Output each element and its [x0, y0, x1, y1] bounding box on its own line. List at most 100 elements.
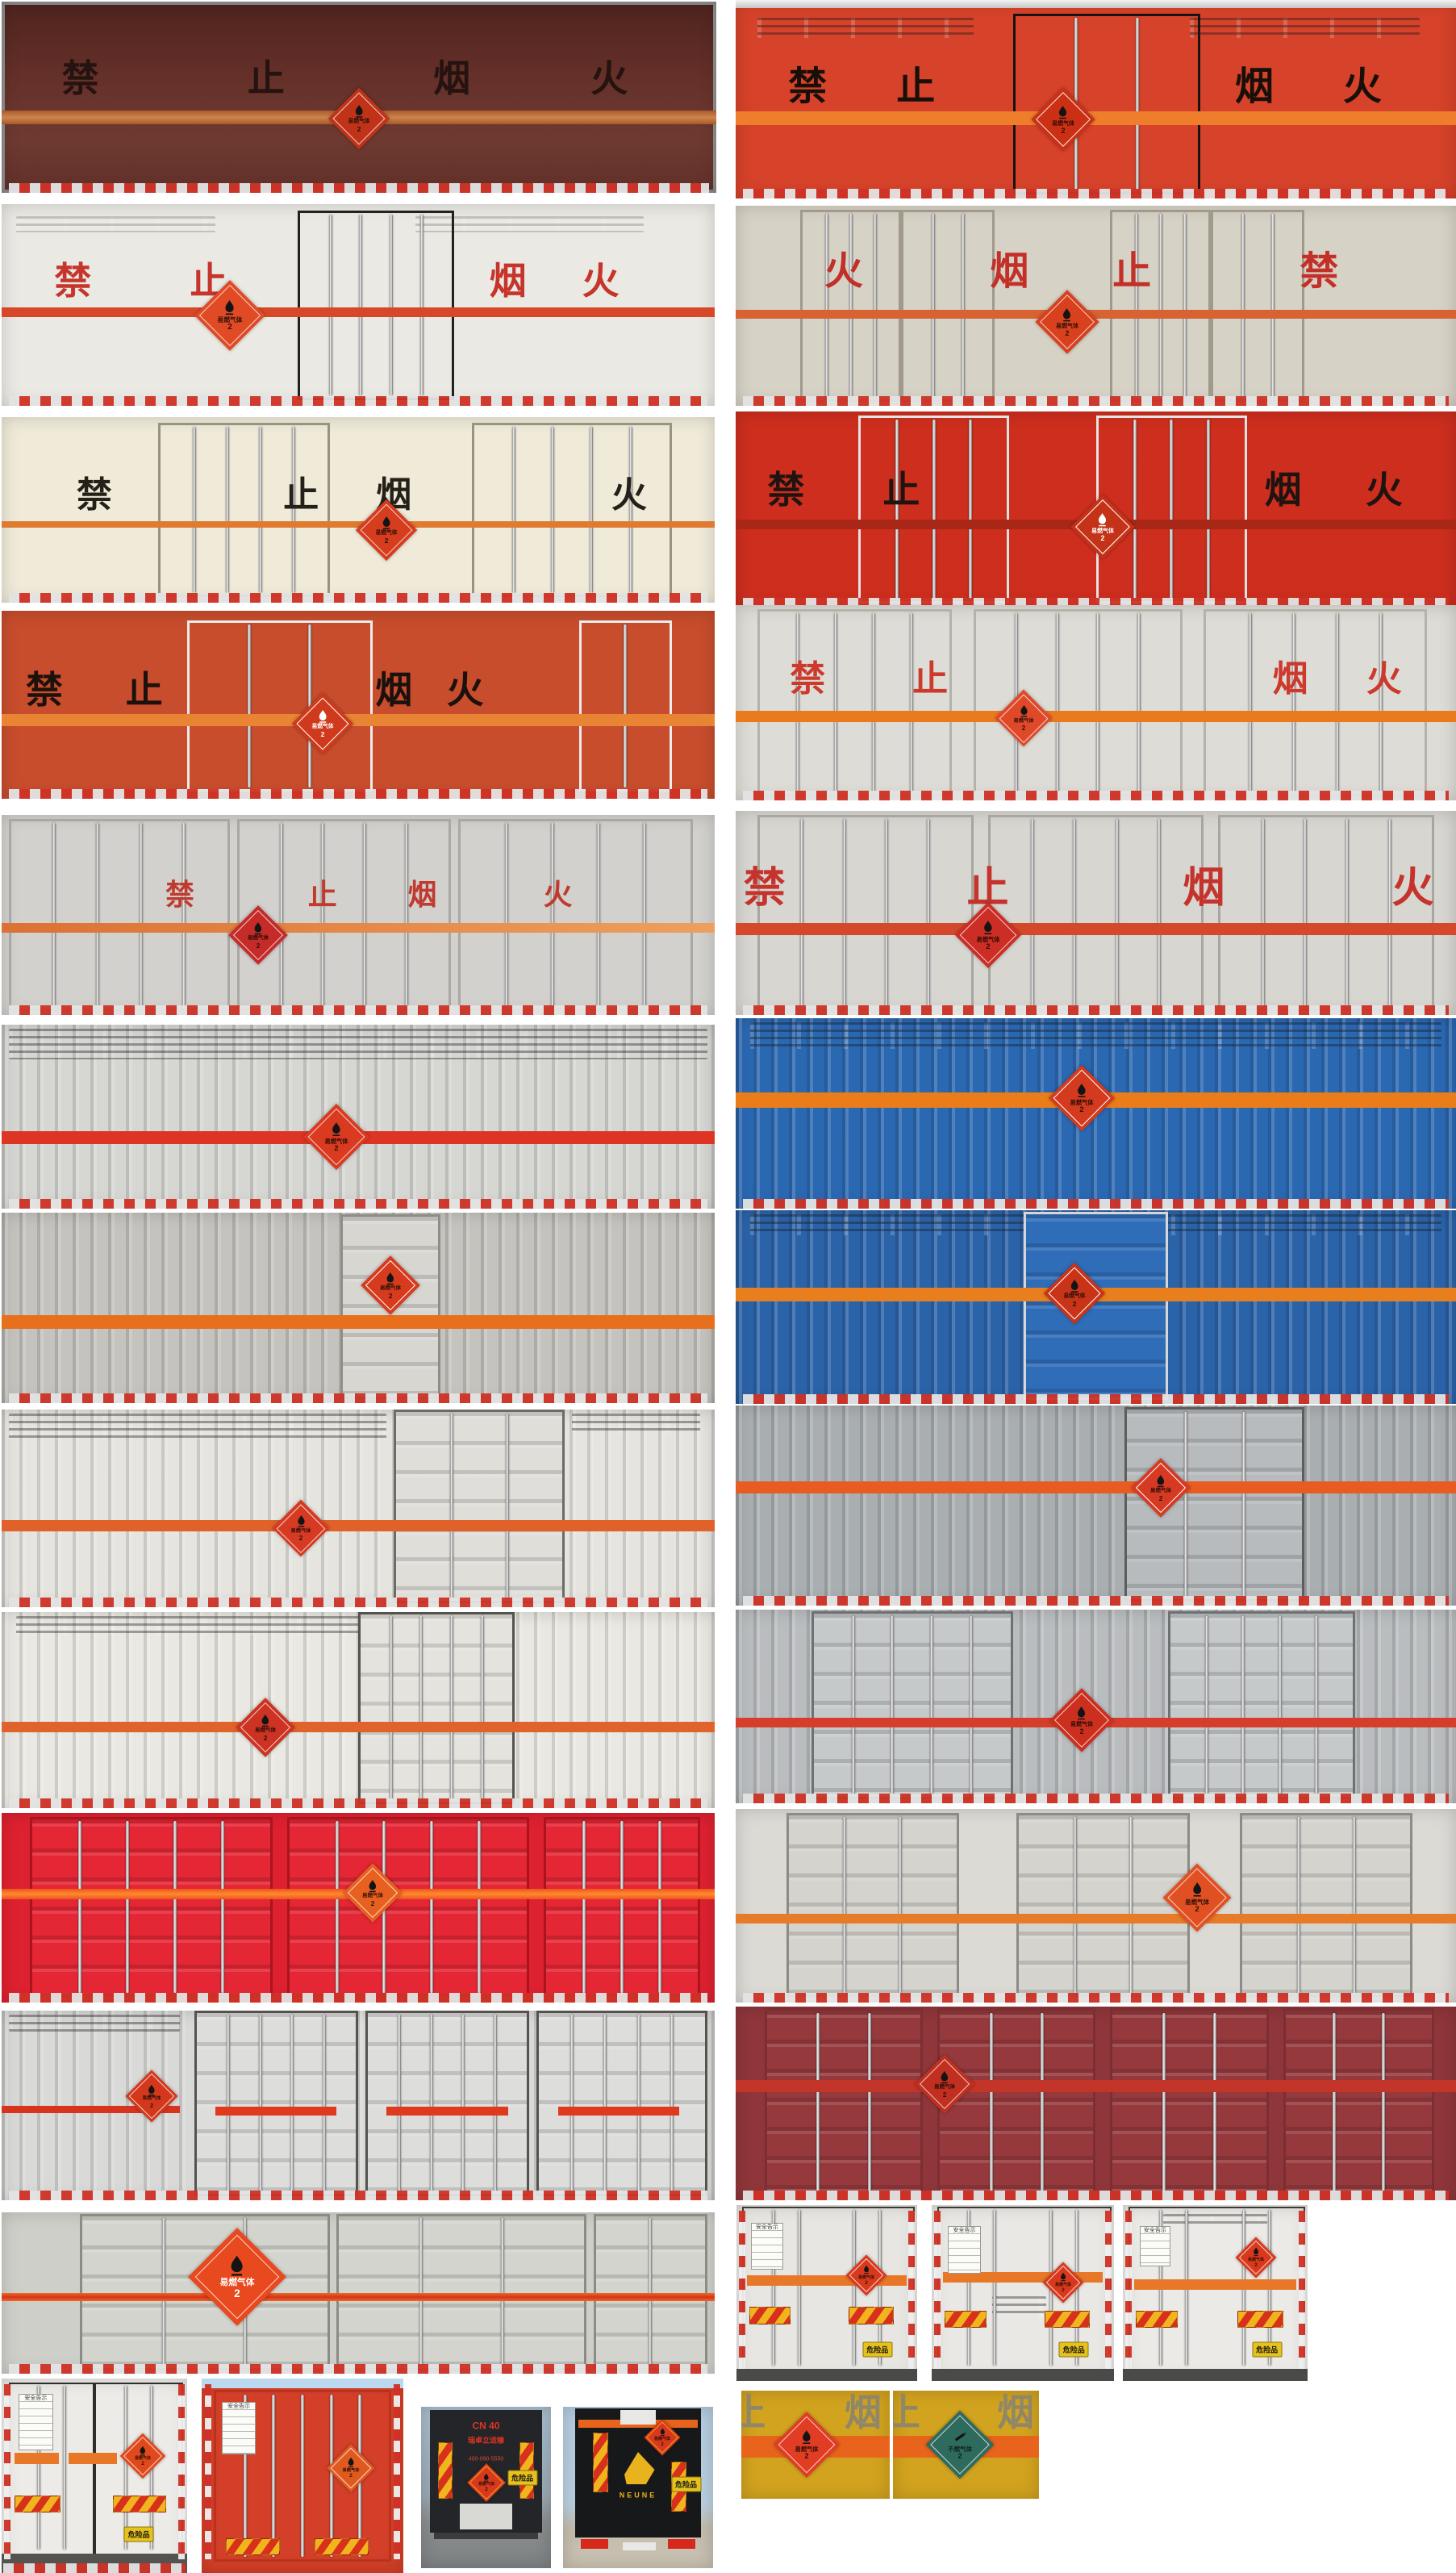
- container-panel-bright-red[interactable]: 易燃气体 2: [2, 1813, 715, 2003]
- truck-rear-white-3[interactable]: 易燃气体 2 安全告示 危险品: [1123, 2205, 1308, 2381]
- yellow-panel-flammable-gas[interactable]: 止 烟易燃气体 2: [741, 2391, 890, 2499]
- truck-panel-cream-black-text[interactable]: 禁止烟火易燃气体 2: [2, 417, 715, 603]
- reflective-tape-strip: [8, 1005, 708, 1015]
- warning-chevron-panel: [113, 2495, 167, 2512]
- truck-panel-red-black-text[interactable]: 禁 止 烟 火易燃气体 2: [736, 411, 1456, 608]
- door-lock-rod: [551, 426, 555, 593]
- door-lock-rod: [493, 2015, 497, 2193]
- hazmat-placard: 易燃气体 2: [228, 905, 289, 965]
- reflective-tape-strip: [742, 189, 1450, 198]
- truck-rear-white-small[interactable]: 易燃气体 2 安全告示 危险品: [2, 2379, 187, 2573]
- placard-content: 易燃气体 2: [1241, 2243, 1270, 2272]
- container-panel-big-placard[interactable]: 易燃气体 2: [2, 2212, 715, 2374]
- cargo-door: [1016, 1812, 1190, 1997]
- safety-notice-title: 安全告示: [755, 2224, 778, 2230]
- truck-panel-dark-maroon[interactable]: 禁 止 烟 火易燃气体 2: [2, 2, 716, 193]
- truck-panel-gray-small-text[interactable]: 禁 止 烟 火易燃气体 2: [2, 815, 715, 1015]
- panel-text-char: 烟: [990, 249, 1029, 293]
- door-lock-rod: [1137, 613, 1141, 792]
- hazard-stripe: [2, 520, 715, 528]
- door-lock-rod: [825, 214, 829, 398]
- warning-chevron-panel: [944, 2310, 987, 2329]
- reflective-tape-strip: [742, 1794, 1450, 1803]
- safety-notice-title: 安全告示: [1143, 2228, 1166, 2234]
- door-lock-rod: [853, 2210, 857, 2366]
- door-lock-rod: [1129, 1817, 1133, 1993]
- reflective-tape-strip: [742, 396, 1450, 406]
- panel-text-char: 禁: [767, 469, 805, 512]
- truck-rear-red-small[interactable]: 易燃气体 2 安全告示: [202, 2379, 403, 2573]
- placard-label: 易燃气体: [217, 315, 243, 324]
- door-lock-rod: [405, 823, 409, 1007]
- container-panel-gray-two-doors[interactable]: 易燃气体 2: [736, 1610, 1456, 1803]
- door-rib-texture: [788, 1815, 957, 1994]
- placard-content: 易燃气体 2: [783, 2421, 830, 2468]
- door-lock-rod: [500, 2217, 504, 2367]
- placard-class-number: 2: [1079, 1727, 1084, 1736]
- cargo-door: [757, 608, 952, 797]
- cargo-door: [1211, 209, 1305, 403]
- flame-icon: [483, 2473, 489, 2482]
- container-panel-gray-side-door[interactable]: 易燃气体 2: [2, 1213, 715, 1403]
- placard-content: 易燃气体 2: [301, 702, 344, 746]
- warning-chevron-panel: [593, 2433, 608, 2492]
- placard-label: 易燃气体: [142, 2096, 161, 2101]
- container-panel-blue-vents[interactable]: 易燃气体 2: [736, 1018, 1456, 1209]
- truck-panel-beige-reversed-text[interactable]: 火 烟 止 禁易燃气体 2: [736, 206, 1456, 406]
- cargo-door: [13, 2384, 91, 2551]
- warning-chevron-panel: [1237, 2310, 1283, 2329]
- cargo-door: [828, 2208, 906, 2366]
- hazmat-placard: 易燃气体 2: [845, 2254, 887, 2296]
- container-panel-white-right-door[interactable]: 易燃气体 2: [2, 1410, 715, 1607]
- container-panel-maroon[interactable]: 易燃气体 2: [736, 2007, 1456, 2200]
- door-lock-rod: [551, 823, 555, 1007]
- truck-rear-white-2[interactable]: 易燃气体 2 安全告示 危险品: [932, 2205, 1114, 2381]
- cargo-door: [593, 2214, 708, 2370]
- truck-panel-gray-wide-text[interactable]: 禁止烟火易燃气体 2: [736, 811, 1456, 1015]
- louver-vents: [572, 1413, 701, 1434]
- container-panel-white-center-doors[interactable]: 易燃气体 2: [2, 1612, 715, 1808]
- container-panel-gray-vents[interactable]: 易燃气体 2: [2, 1025, 715, 1209]
- truck-panel-white-red-text[interactable]: 禁止烟火易燃气体 2: [2, 204, 715, 406]
- placard-label: 易燃气体: [1070, 1721, 1093, 1727]
- panel-text-char: 烟: [1183, 865, 1225, 913]
- yellow-panel-non-flammable-gas[interactable]: 止 烟不燃气体 2: [893, 2391, 1039, 2499]
- door-lock-rod: [590, 426, 594, 593]
- louver-vents: [991, 2296, 1047, 2318]
- hazard-stripe: [2, 2105, 180, 2113]
- dangerous-goods-plate: 危险品: [671, 2476, 702, 2492]
- door-rib-texture: [766, 2011, 921, 2195]
- warning-chevron-panel: [315, 2537, 369, 2555]
- hazard-stripe: [736, 1481, 1456, 1494]
- truck-rear-photo-cn40[interactable]: 易燃气体 2 危险品 CN 40 瑞卓立运输 400-090-5550: [421, 2407, 551, 2568]
- door-rib-texture: [289, 1819, 528, 1994]
- flame-icon: [1099, 512, 1107, 527]
- flame-icon: [382, 516, 390, 530]
- door-lock-rod: [1158, 214, 1162, 398]
- gas-cylinder-icon: [955, 2433, 966, 2441]
- hazmat-placard: 不燃气体 2: [925, 2410, 995, 2479]
- placard-label: 易燃气体: [311, 724, 334, 730]
- door-rib-texture: [339, 2216, 584, 2368]
- door-rib-texture: [813, 1614, 1011, 1798]
- truck-panel-orange-red-doors[interactable]: 禁 止 烟火易燃气体 2: [2, 611, 715, 799]
- door-lock-rod: [1278, 1615, 1282, 1795]
- container-panel-blue-center-door[interactable]: 易燃气体 2: [736, 1210, 1456, 1404]
- truck-panel-white-many-doors[interactable]: 禁 止 烟 火易燃气体 2: [736, 605, 1456, 800]
- truck-panel-red-rear-door[interactable]: 禁 止 烟 火易燃气体 2: [736, 0, 1456, 198]
- container-panel-white-three-doors[interactable]: 易燃气体 2: [736, 1809, 1456, 2003]
- truck-rear-photo-neune[interactable]: 易燃气体 2 危险品 NEUNE: [563, 2407, 713, 2568]
- flame-icon: [298, 1515, 305, 1527]
- placard-content: 易燃气体 2: [313, 1113, 360, 1160]
- hazmat-placard: 易燃气体 2: [187, 2228, 286, 2326]
- hazmat-placard: 易燃气体 2: [644, 2419, 681, 2456]
- container-panel-gray-segmented-stripe[interactable]: 易燃气体 2: [2, 2011, 715, 2200]
- reflective-side-strip-left: [739, 2210, 746, 2369]
- placard-class-number: 2: [484, 2487, 488, 2493]
- container-panel-slate-door[interactable]: 易燃气体 2: [736, 1406, 1456, 1606]
- panel-text-char: 禁: [788, 65, 828, 109]
- cargo-door: [194, 2011, 358, 2197]
- hazmat-placard: 易燃气体 2: [915, 2054, 974, 2114]
- truck-rear-white-1[interactable]: 易燃气体 2 安全告示 危险品: [736, 2205, 917, 2381]
- placard-class-number: 2: [141, 2461, 144, 2467]
